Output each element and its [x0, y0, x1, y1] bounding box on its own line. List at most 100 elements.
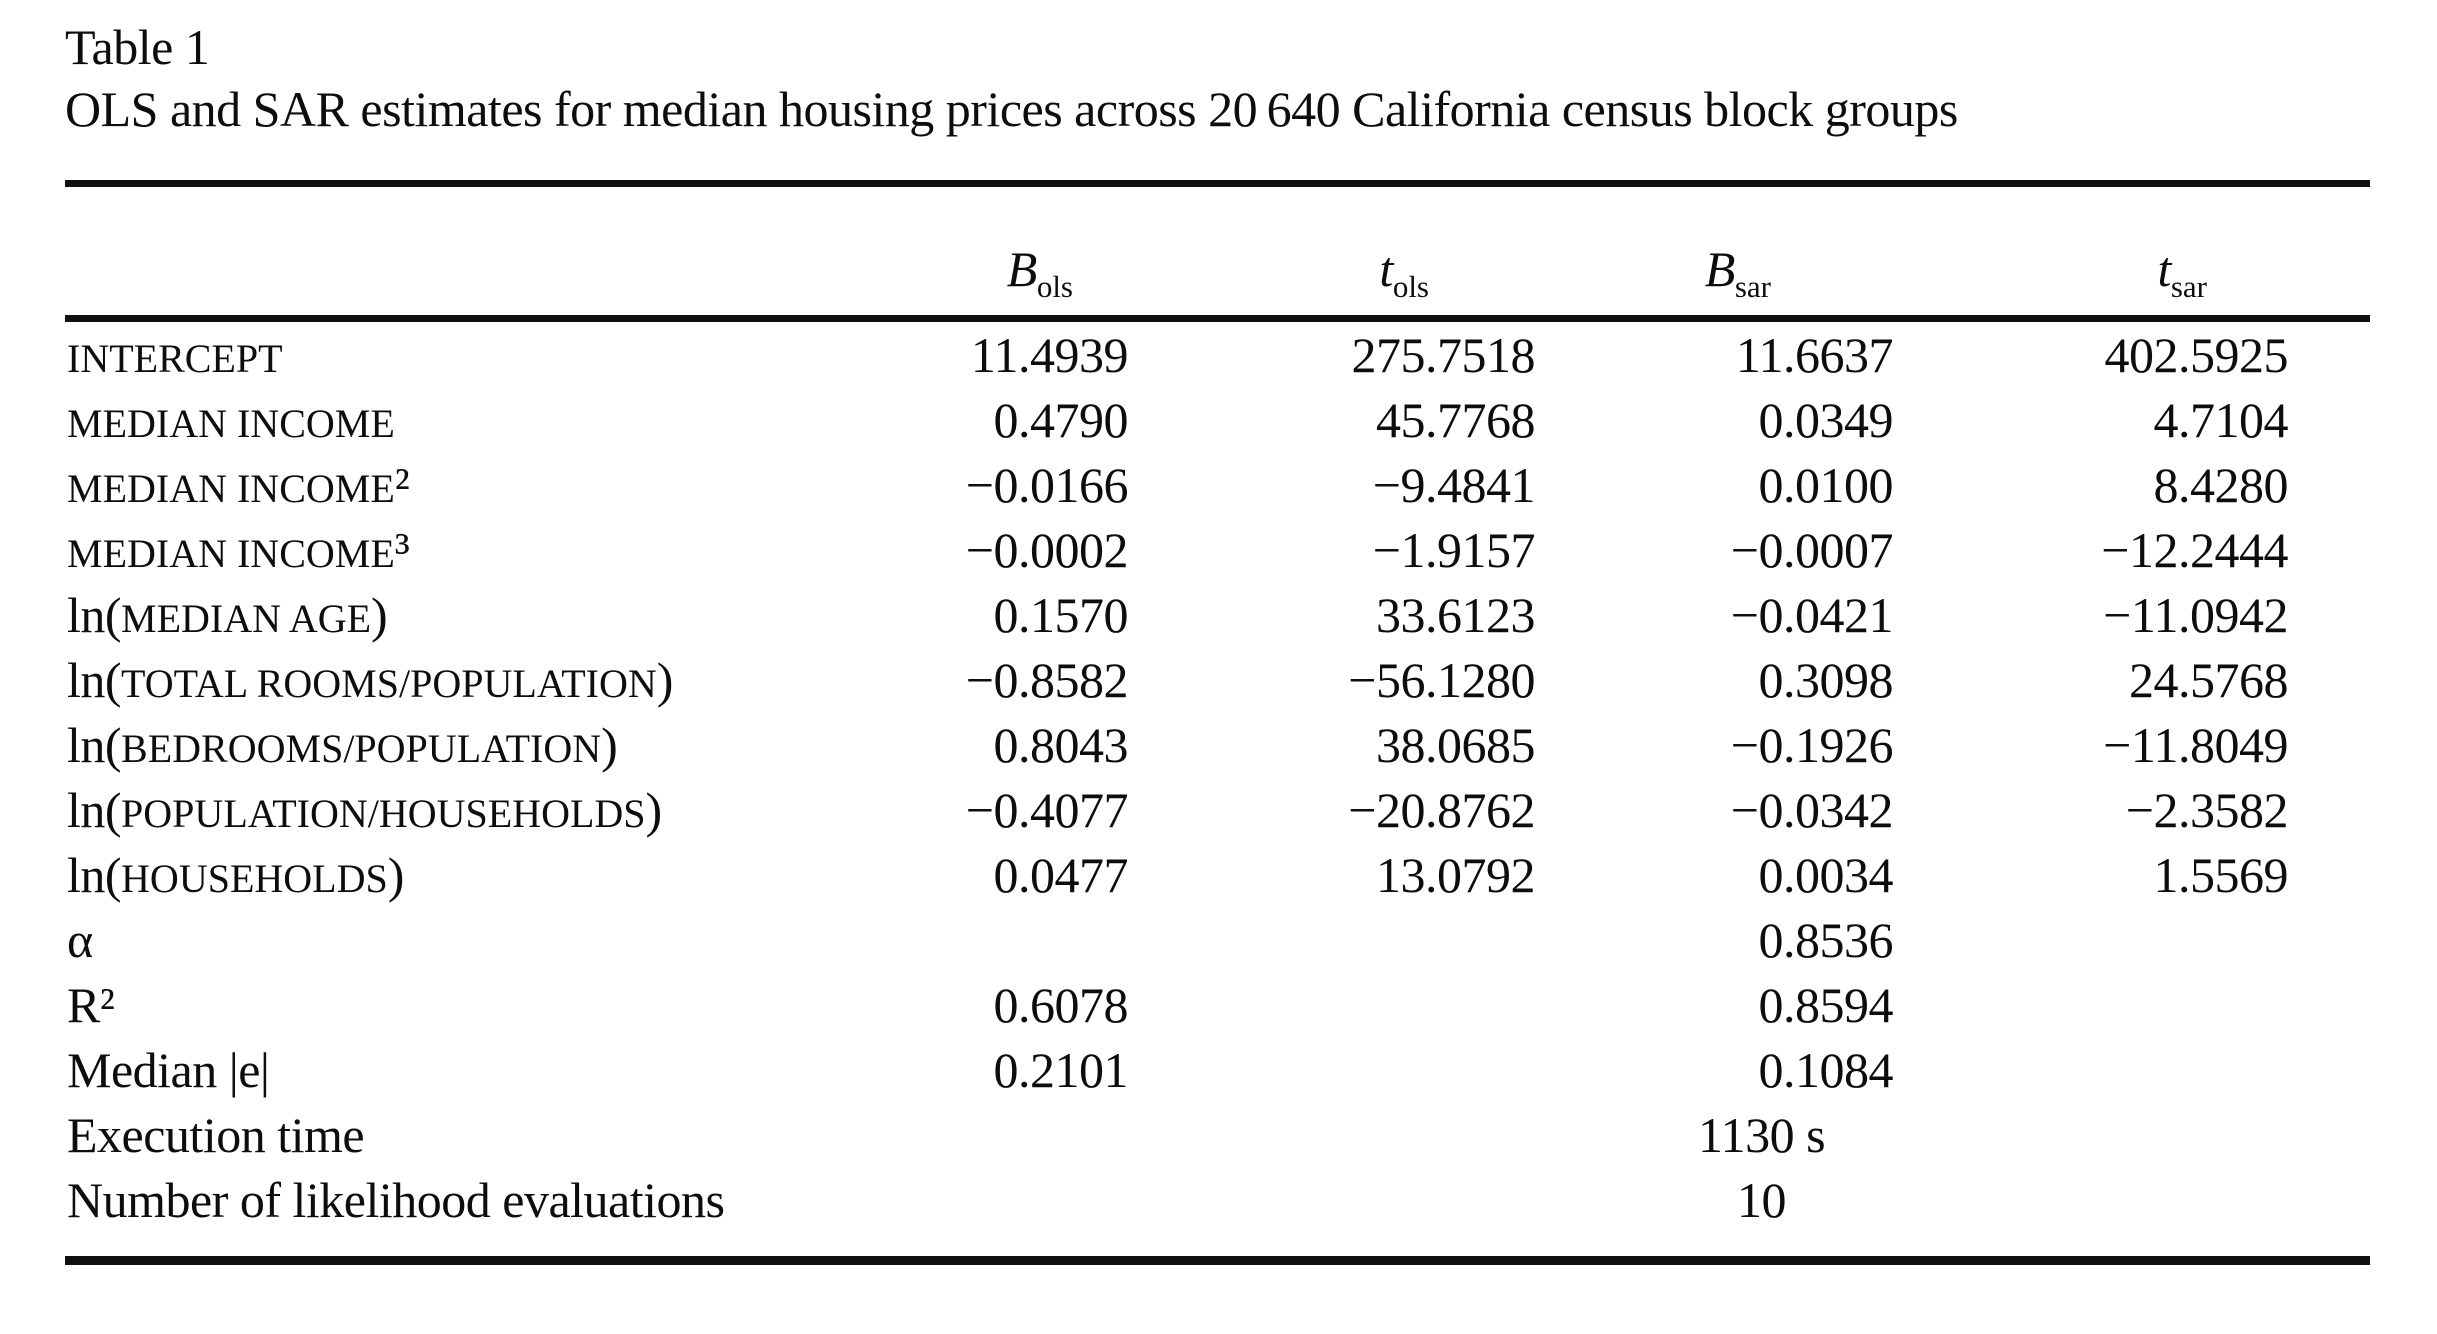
cell-t-sar: 4.7104: [2153, 391, 2289, 448]
table-row: α 0.8536: [65, 907, 2437, 972]
small-caps-text: POPULATION/HOUSEHOLDS: [121, 790, 646, 836]
cell-t-sar: 1.5569: [2153, 846, 2289, 903]
header-variable: t: [1379, 241, 1393, 297]
table-caption: OLS and SAR estimates for median housing…: [65, 81, 1958, 137]
row-label: Execution time: [67, 1106, 365, 1163]
small-caps-text: MEDIAN AGE: [121, 595, 372, 641]
row-label: MEDIAN INCOME³: [67, 521, 410, 578]
cell-b-ols: 11.4939: [970, 326, 1129, 383]
table-row: MEDIAN INCOME 0.4790 45.7768 0.0349 4.7104: [65, 387, 2437, 452]
table-row: R² 0.6078 0.8594: [65, 972, 2437, 1037]
cell-t-sar: 24.5768: [2129, 651, 2289, 708]
table-row: ln(TOTAL ROOMS/POPULATION) −0.8582 −56.128…: [65, 647, 2437, 712]
cell-b-sar: 0.8594: [1758, 976, 1894, 1033]
small-caps-text: HOUSEHOLDS: [121, 855, 388, 901]
cell-t-sar: −12.2444: [2101, 521, 2288, 578]
row-label: Median |e|: [67, 1041, 270, 1098]
cell-b-sar: −0.0342: [1730, 781, 1894, 838]
cell-b-sar: 1130 s: [1697, 1106, 1826, 1163]
cell-b-ols: 0.0477: [993, 846, 1129, 903]
small-caps-text: INTERCEPT: [67, 335, 283, 381]
cell-b-sar: 0.0034: [1758, 846, 1894, 903]
cell-t-sar: −11.0942: [2103, 586, 2288, 643]
column-header-t-sar: tsar: [1893, 240, 2288, 305]
cell-b-sar: −0.0007: [1730, 521, 1894, 578]
table-row: ln(HOUSEHOLDS) 0.0477 13.0792 0.0034 1.5569: [65, 842, 2437, 907]
cell-b-sar: 0.1084: [1758, 1041, 1894, 1098]
cell-b-sar: 0.3098: [1758, 651, 1894, 708]
cell-b-ols: 0.2101: [993, 1041, 1129, 1098]
table-row: ln(BEDROOMS/POPULATION) 0.8043 38.0685 −0.1…: [65, 712, 2437, 777]
table-number: Table 1: [65, 19, 210, 75]
cell-b-ols: −0.4077: [965, 781, 1129, 838]
table-body: INTERCEPT 11.4939 275.7518 11.6637 402.5925 M…: [65, 322, 2437, 1232]
column-header-b-sar: Bsar: [1535, 240, 1893, 305]
cell-t-sar: 8.4280: [2153, 456, 2289, 513]
cell-t-ols: 13.0792: [1376, 846, 1536, 903]
row-label: α: [67, 911, 93, 968]
cell-b-ols: −0.0002: [965, 521, 1129, 578]
cell-b-sar: −0.0421: [1730, 586, 1894, 643]
header-variable: t: [2157, 241, 2171, 297]
table-row: MEDIAN INCOME³ −0.0002 −1.9157 −0.0007 −12.2…: [65, 517, 2437, 582]
cell-t-ols: −9.4841: [1372, 456, 1536, 513]
table-row: MEDIAN INCOME² −0.0166 −9.4841 0.0100 8.4280: [65, 452, 2437, 517]
paper-table: Table 1 OLS and SAR estimates for median…: [65, 19, 2437, 1265]
header-subscript: ols: [1392, 269, 1429, 304]
cell-t-ols: 45.7768: [1376, 391, 1536, 448]
cell-t-ols: 275.7518: [1351, 326, 1536, 383]
cell-b-ols: −0.8582: [965, 651, 1129, 708]
header-variable: B: [1704, 241, 1736, 297]
table-row: Median |e| 0.2101 0.1084: [65, 1037, 2437, 1102]
top-rule: [65, 180, 2370, 187]
cell-b-ols: 0.1570: [993, 586, 1129, 643]
table-row: ln(MEDIAN AGE) 0.1570 33.6123 −0.0421 −11.09…: [65, 582, 2437, 647]
table-row: Execution time 1130 s: [65, 1102, 2437, 1167]
cell-b-sar: 0.0349: [1758, 391, 1894, 448]
cell-b-ols: 0.8043: [993, 716, 1129, 773]
row-label: R²: [67, 976, 115, 1033]
cell-b-ols: −0.0166: [965, 456, 1129, 513]
small-caps-text: TOTAL ROOMS/POPULATION: [121, 660, 657, 706]
header-rule: [65, 315, 2370, 322]
cell-t-ols: −56.1280: [1348, 651, 1535, 708]
column-header-t-ols: tols: [1128, 240, 1535, 305]
row-label: ln(TOTAL ROOMS/POPULATION): [67, 651, 673, 708]
row-label: ln(BEDROOMS/POPULATION): [67, 716, 618, 773]
row-label: MEDIAN INCOME²: [67, 456, 410, 513]
cell-b-sar: 11.6637: [1735, 326, 1894, 383]
small-caps-text: MEDIAN INCOME: [67, 530, 395, 576]
row-label: ln(HOUSEHOLDS): [67, 846, 404, 903]
table-row: Number of likelihood evaluations 10: [65, 1167, 2437, 1232]
small-caps-text: MEDIAN INCOME: [67, 400, 395, 446]
cell-b-ols: 0.4790: [993, 391, 1129, 448]
small-caps-text: BEDROOMS/POPULATION: [121, 725, 602, 771]
row-label: ln(MEDIAN AGE): [67, 586, 388, 643]
row-label: INTERCEPT: [65, 326, 905, 384]
cell-t-ols: −1.9157: [1372, 521, 1536, 578]
cell-t-ols: 38.0685: [1376, 716, 1536, 773]
header-row: Bols tols Bsar tsar: [65, 187, 2437, 315]
cell-t-sar: 402.5925: [2104, 326, 2289, 383]
row-label: MEDIAN INCOME: [65, 391, 905, 449]
cell-t-sar: −11.8049: [2103, 716, 2288, 773]
cell-b-ols: 0.6078: [993, 976, 1129, 1033]
column-header-b-ols: Bols: [905, 240, 1128, 305]
small-caps-text: MEDIAN INCOME: [67, 465, 395, 511]
cell-b-sar: −0.1926: [1730, 716, 1894, 773]
cell-b-sar: 10: [1737, 1171, 1787, 1228]
table-row: ln(POPULATION/HOUSEHOLDS) −0.4077 −20.8762…: [65, 777, 2437, 842]
cell-t-ols: −20.8762: [1348, 781, 1535, 838]
cell-b-sar: 0.0100: [1758, 456, 1894, 513]
cell-t-ols: 33.6123: [1376, 586, 1536, 643]
cell-b-sar: 0.8536: [1758, 911, 1894, 968]
table-row: INTERCEPT 11.4939 275.7518 11.6637 402.5925: [65, 322, 2437, 387]
cell-t-sar: −2.3582: [2125, 781, 2289, 838]
bottom-rule: [65, 1256, 2370, 1265]
header-variable: B: [1006, 241, 1038, 297]
header-subscript: sar: [1734, 269, 1771, 304]
header-subscript: ols: [1036, 269, 1073, 304]
row-label: Number of likelihood evaluations: [67, 1171, 725, 1228]
row-label: ln(POPULATION/HOUSEHOLDS): [67, 781, 662, 838]
header-subscript: sar: [2170, 269, 2207, 304]
